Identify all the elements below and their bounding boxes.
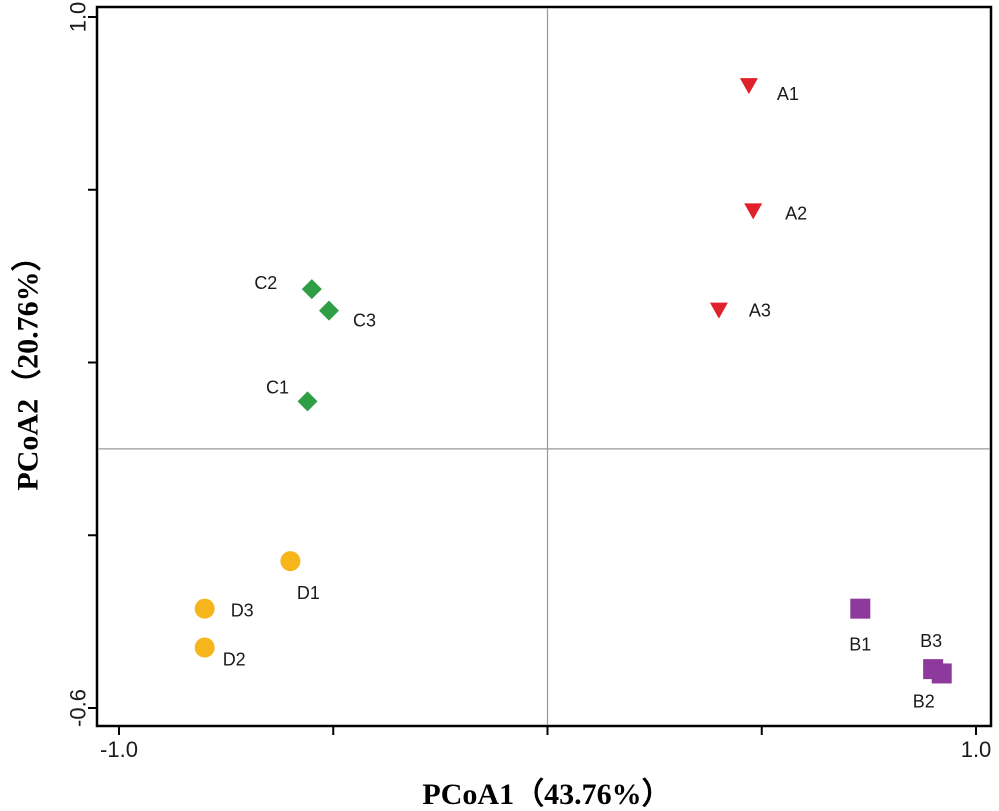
marker-D1	[280, 551, 301, 572]
y-tick-label: -0.6	[66, 689, 91, 727]
point-label-C2: C2	[254, 273, 277, 293]
reference-lines	[98, 8, 990, 725]
plot-area	[95, 5, 993, 728]
tick-labels: -1.0 1.0 -0.6 1.0	[66, 2, 992, 762]
x-tick-label: 1.0	[961, 737, 992, 762]
marker-D3	[194, 598, 215, 619]
marker-A2	[744, 203, 763, 220]
marker-B3	[923, 659, 944, 680]
marker-C3	[318, 300, 339, 321]
point-label-B3: B3	[920, 631, 942, 651]
point-label-B2: B2	[913, 691, 935, 711]
y-tick-label: 1.0	[66, 2, 91, 33]
point-label-D1: D1	[297, 583, 320, 603]
marker-D2	[194, 637, 215, 658]
marker-B1	[850, 598, 871, 619]
point-label-A3: A3	[749, 301, 771, 321]
point-label-D3: D3	[231, 601, 254, 621]
data-points: A1 A2 A3 B1 B2 B3 C1 C2 C3 D1 D2 D3	[194, 78, 952, 711]
point-label-A2: A2	[785, 203, 807, 223]
marker-A3	[709, 302, 728, 319]
series-C: C1 C2 C3	[254, 273, 376, 412]
series-A: A1 A2 A3	[709, 78, 807, 321]
x-tick-label: -1.0	[100, 737, 138, 762]
point-label-D2: D2	[223, 650, 246, 670]
marker-C2	[301, 279, 322, 300]
axis-ticks	[88, 16, 977, 735]
point-label-C1: C1	[266, 377, 289, 397]
plot-frame	[95, 5, 993, 728]
point-label-A1: A1	[777, 84, 799, 104]
x-axis-title: PCoA1（43.76%）	[422, 777, 671, 811]
point-label-B1: B1	[849, 635, 871, 655]
marker-A1	[739, 78, 758, 95]
series-B: B1 B2 B3	[849, 598, 952, 711]
y-axis-title: PCoA2（20.76%）	[11, 241, 45, 490]
marker-C1	[297, 391, 318, 412]
point-label-C3: C3	[353, 311, 376, 331]
series-D: D1 D2 D3	[194, 551, 320, 670]
